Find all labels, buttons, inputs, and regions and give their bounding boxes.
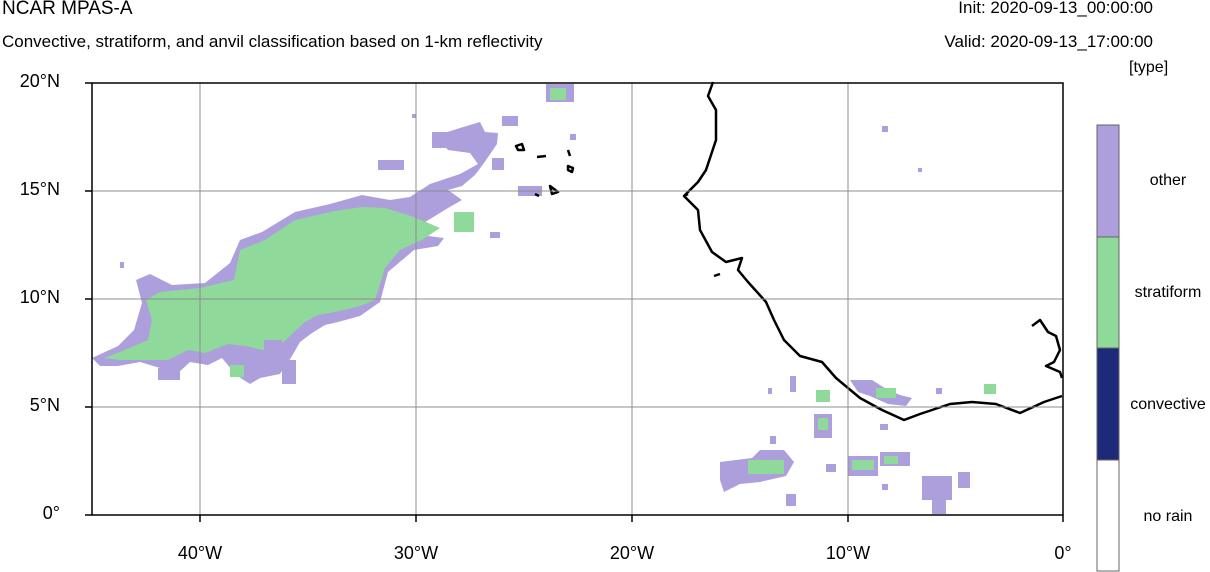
field-other-patch (158, 368, 180, 380)
x-tick-label: 10°W (825, 543, 871, 563)
coastline-island (713, 272, 721, 278)
field-other-patch (282, 360, 296, 384)
coastline-island (514, 142, 526, 152)
field-stratiform-patch (884, 456, 898, 464)
field-other-patch (570, 134, 576, 140)
field-stratiform-patch (550, 88, 566, 100)
coastline-island (566, 164, 575, 174)
colorbar-label-no-rain: no rain (1143, 508, 1193, 525)
y-tick-label: 5°N (29, 395, 60, 415)
coastline-island (548, 184, 560, 196)
x-tick-label: 40°W (177, 543, 223, 563)
field-other-patch (264, 340, 282, 354)
y-tick-label: 0° (42, 503, 60, 523)
colorbar-swatch-no-rain (1096, 459, 1120, 572)
field-other-patch (502, 116, 518, 126)
field-other-patch (378, 160, 404, 170)
field-stratiform-patch (984, 384, 996, 394)
units-label: [type] (1129, 59, 1169, 76)
field-other-patch (770, 436, 776, 444)
y-tick-label: 20°N (19, 71, 60, 91)
y-tick-label: 15°N (19, 179, 60, 199)
x-tick-label: 0° (1054, 543, 1072, 563)
field-stratiform-patch (818, 418, 828, 430)
colorbar-label-other: other (1149, 172, 1187, 189)
field-other-patch (918, 168, 922, 172)
coastline-nigeria-delta (1031, 318, 1064, 379)
field-other-patch (958, 472, 970, 488)
plot-subtitle: Convective, stratiform, and anvil classi… (2, 32, 543, 51)
field-stratiform-patch (816, 390, 830, 402)
coastline-island (683, 192, 689, 198)
field-other-patch (932, 498, 946, 514)
field-other-patch (882, 484, 888, 490)
x-tick-label: 20°W (609, 543, 655, 563)
coastline-west-africa (682, 81, 1063, 422)
field-stratiform-main (104, 207, 440, 360)
field-stratiform-patch (748, 460, 784, 474)
field-other-patch (882, 126, 888, 132)
coastline-island (536, 154, 547, 159)
field-stratiform-patch (876, 388, 896, 398)
coastline-island (534, 192, 540, 198)
x-tick-label: 30°W (393, 543, 439, 563)
field-stratiform-patch (230, 365, 244, 377)
field-other-patch (492, 158, 504, 170)
y-tick-label: 10°N (19, 287, 60, 307)
colorbar (1096, 124, 1120, 572)
field-other-patch (786, 494, 796, 506)
field-other-patch (120, 262, 124, 268)
field-other-patch (936, 388, 942, 394)
coastline (514, 81, 1064, 422)
field-other-patch (490, 232, 500, 238)
field-other-patch (412, 114, 416, 118)
init-time-label: Init: 2020-09-13_00:00:00 (958, 0, 1153, 17)
model-title: NCAR MPAS-A (2, 0, 133, 19)
field-other-patch (922, 476, 952, 500)
field-other-patch (432, 132, 462, 148)
field-other-patch (880, 424, 888, 430)
field-other-patch (790, 376, 796, 392)
valid-time-label: Valid: 2020-09-13_17:00:00 (944, 32, 1153, 51)
colorbar-label-convective: convective (1130, 396, 1206, 413)
field-other-patch (826, 464, 836, 472)
colorbar-label-stratiform: stratiform (1134, 284, 1202, 301)
axis-ticks (85, 82, 1064, 522)
field-stratiform-patch (852, 460, 874, 470)
grid-lines (92, 83, 1063, 515)
field-other-patch (768, 388, 772, 394)
field-stratiform-patch (454, 212, 474, 232)
coastline-island (566, 149, 572, 157)
